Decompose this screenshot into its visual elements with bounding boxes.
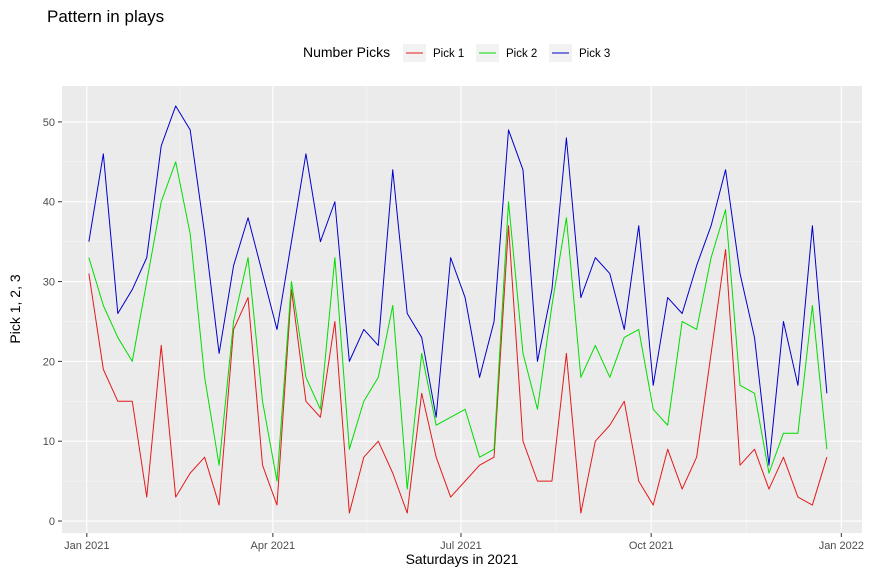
x-tick-label: Oct 2021	[629, 540, 674, 552]
series-line-pick-2	[88, 161, 828, 490]
x-axis-title: Saturdays in 2021	[406, 551, 519, 567]
x-tick-label: Jan 2021	[64, 540, 109, 552]
y-tick-label: 10	[43, 436, 55, 448]
y-axis-title: Pick 1, 2, 3	[7, 274, 23, 343]
chart-title: Pattern in plays	[47, 7, 164, 26]
y-tick-label: 0	[49, 516, 55, 528]
plot-panel	[62, 86, 862, 533]
y-tick-label: 30	[43, 277, 55, 289]
series-line-pick-1	[88, 225, 828, 514]
y-tick-label: 20	[43, 356, 55, 368]
legend: Number Picks Pick 1 Pick 2 Pick 3	[303, 44, 610, 62]
x-tick-label: Apr 2021	[251, 540, 296, 552]
series-line-pick-3	[88, 105, 828, 466]
x-tick-label: Jan 2022	[819, 540, 864, 552]
legend-title: Number Picks	[303, 44, 390, 60]
x-tick-label: Jul 2021	[440, 540, 482, 552]
y-tick-label: 40	[43, 197, 55, 209]
legend-label-pick-3: Pick 3	[579, 48, 610, 60]
y-tick-label: 50	[43, 117, 55, 129]
legend-label-pick-1: Pick 1	[433, 48, 464, 60]
legend-label-pick-2: Pick 2	[506, 48, 537, 60]
